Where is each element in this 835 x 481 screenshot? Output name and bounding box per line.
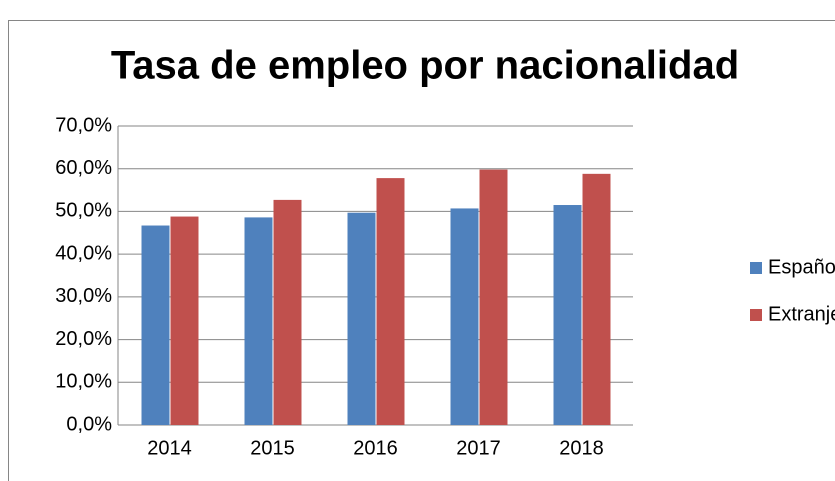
y-tick-label: 30,0% xyxy=(55,285,112,307)
bar xyxy=(347,212,376,425)
bar xyxy=(582,173,611,425)
bar xyxy=(170,216,199,425)
x-tick-label: 2018 xyxy=(559,437,604,459)
y-tick-label: 70,0% xyxy=(55,114,112,136)
bar xyxy=(479,169,508,425)
legend-label: Española xyxy=(768,256,835,278)
bar xyxy=(244,217,273,425)
legend-swatch xyxy=(750,309,762,321)
chart-title: Tasa de empleo por nacionalidad xyxy=(111,44,739,88)
x-tick-label: 2014 xyxy=(147,437,192,459)
bar xyxy=(553,205,582,425)
x-tick-label: 2016 xyxy=(353,437,398,459)
bar xyxy=(376,178,405,425)
y-tick-label: 0,0% xyxy=(66,413,112,435)
y-tick-label: 20,0% xyxy=(55,328,112,350)
legend-swatch xyxy=(750,262,762,274)
x-tick-label: 2015 xyxy=(250,437,295,459)
bar xyxy=(273,199,302,425)
legend-label: Extranjeros xyxy=(768,303,835,325)
bar xyxy=(141,225,170,425)
y-tick-label: 10,0% xyxy=(55,371,112,393)
y-tick-label: 40,0% xyxy=(55,242,112,264)
y-tick-label: 50,0% xyxy=(55,200,112,222)
y-tick-label: 60,0% xyxy=(55,157,112,179)
x-tick-label: 2017 xyxy=(456,437,501,459)
bar xyxy=(450,208,479,425)
